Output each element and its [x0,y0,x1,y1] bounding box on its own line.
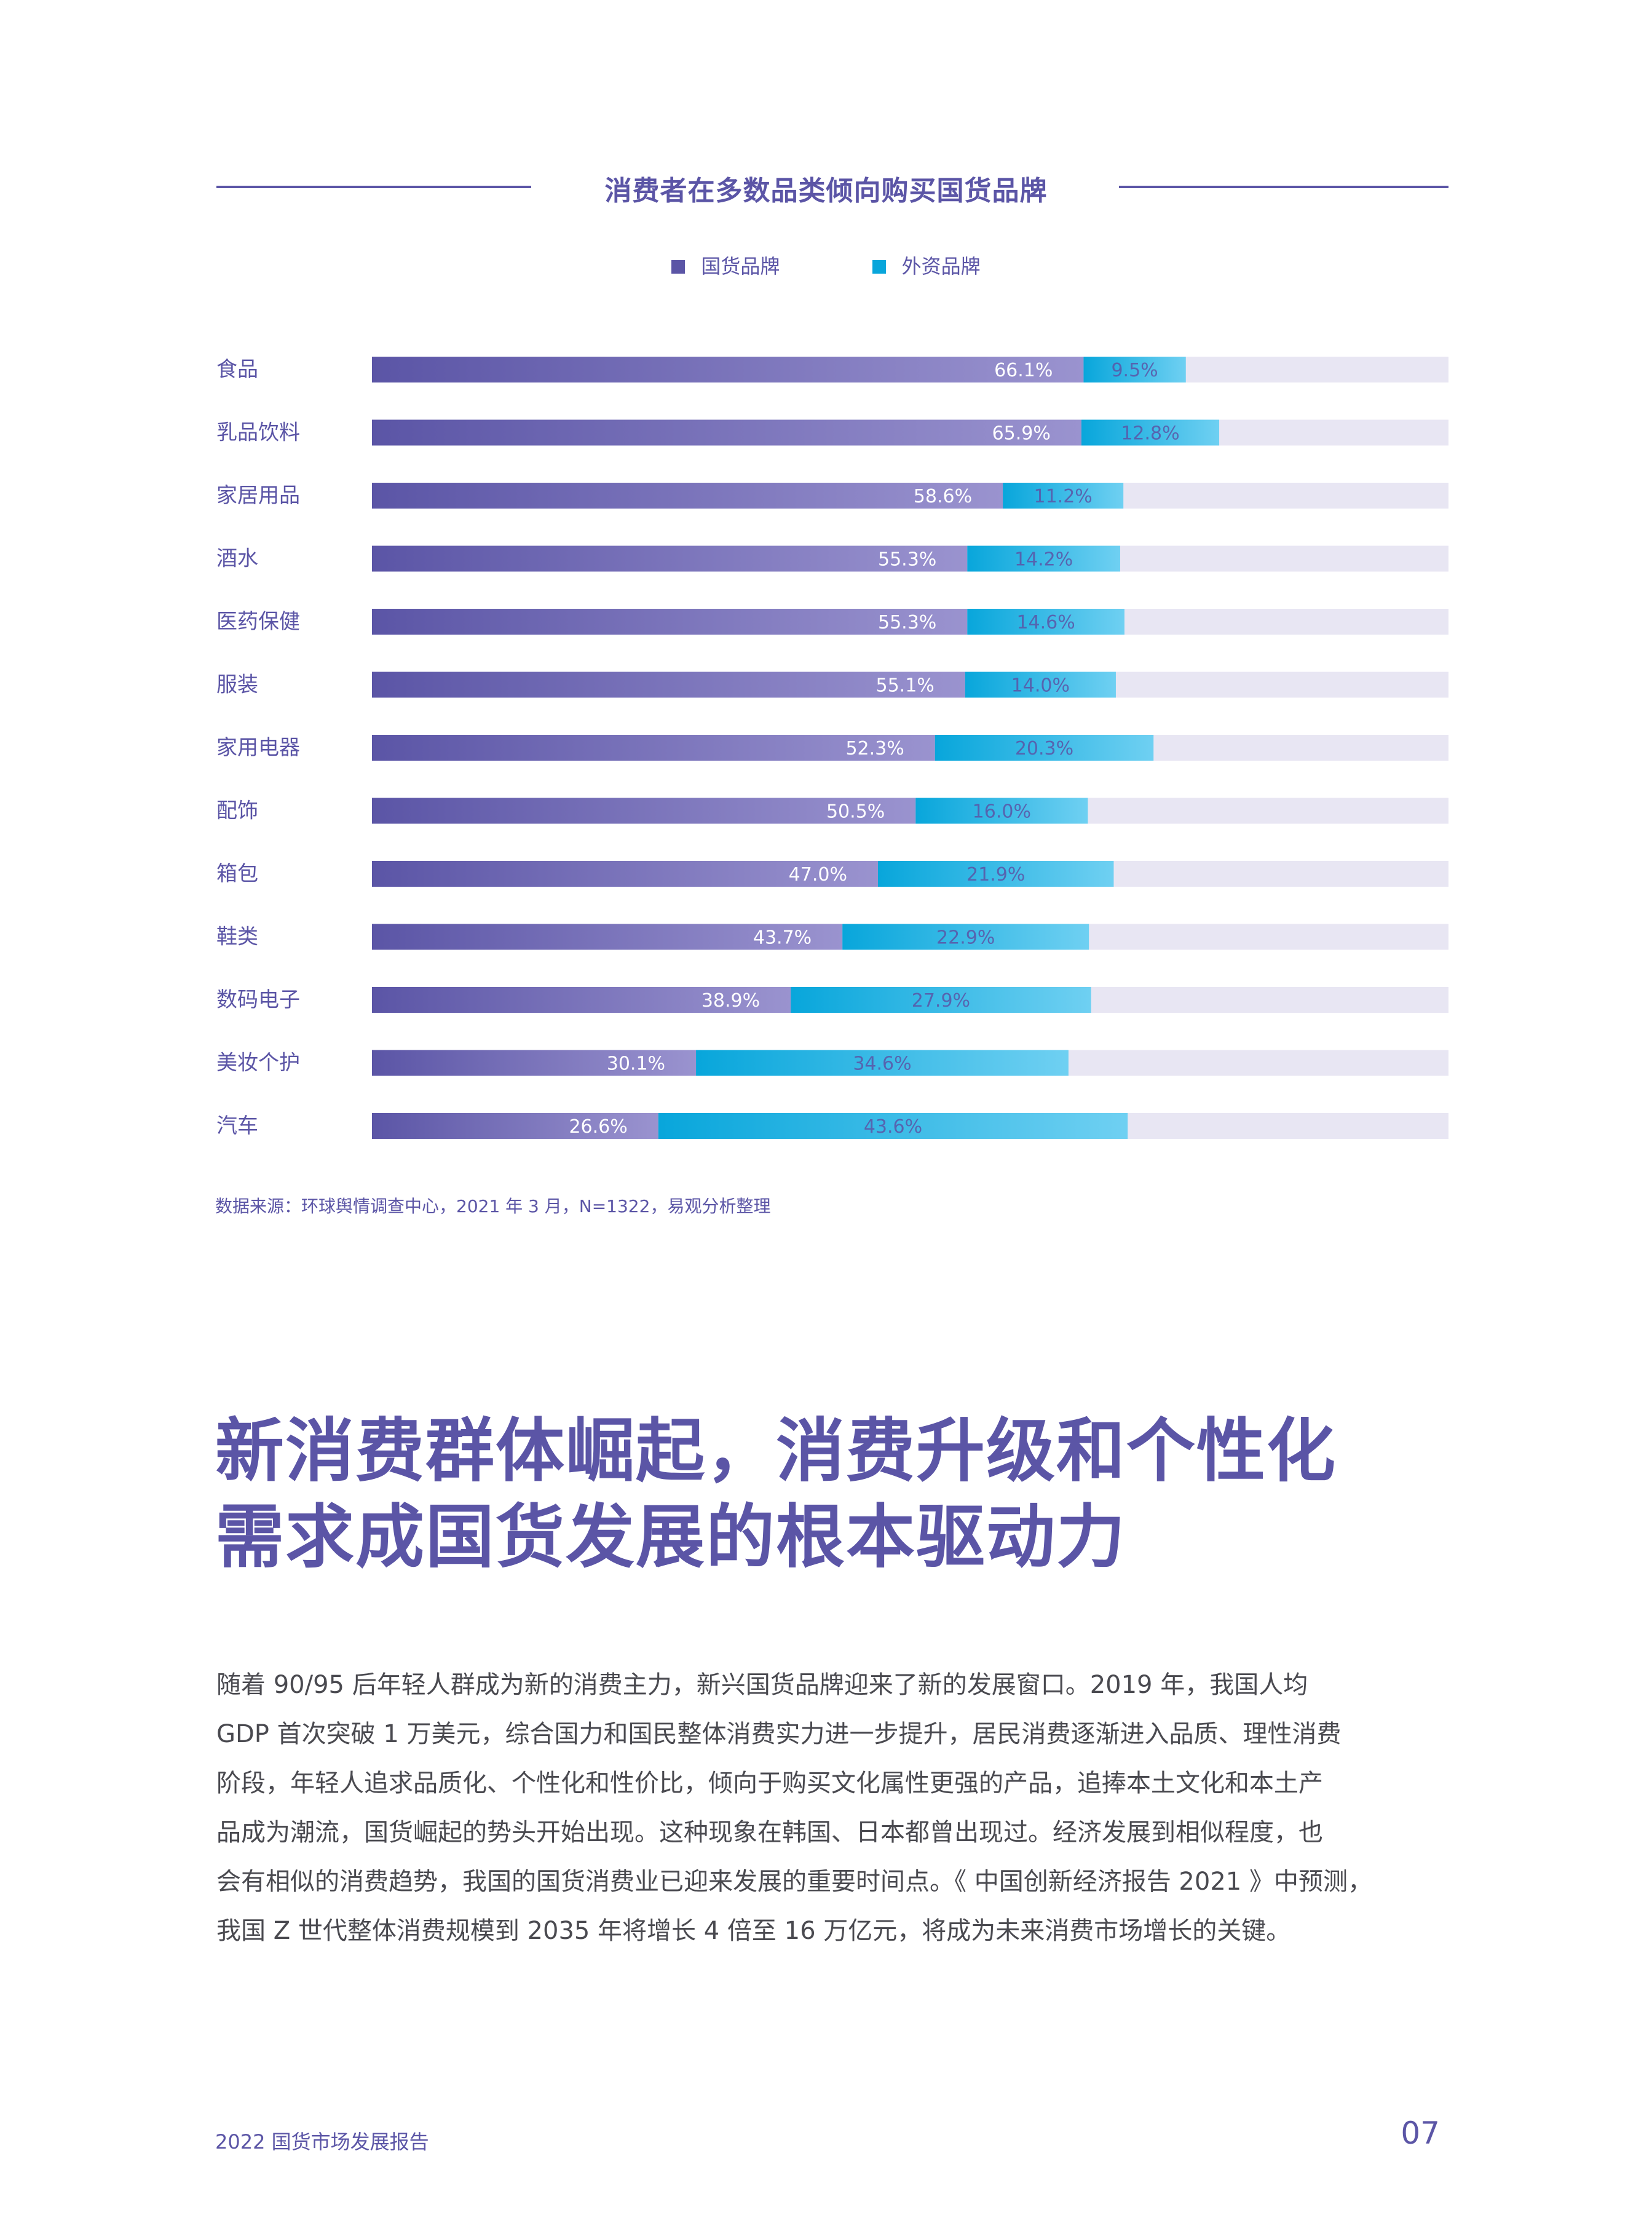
value-label-foreign: 9.5% [1111,360,1158,381]
value-label-foreign: 11.2% [1033,486,1092,507]
category-label: 医药保健 [216,609,300,634]
bar-domestic [372,419,1081,446]
data-source-note: 数据来源：环球舆情调查中心，2021 年 3 月，N=1322，易观分析整理 [215,1196,771,1216]
bar-domestic [372,357,1084,382]
legend-swatch-foreign [872,260,886,274]
stacked-bar-chart: 食品 66.1% 9.5% 乳品饮料 65.9% 12.8% 家居用品 58.6% 11.2% 酒… [216,357,1448,1139]
bar-domestic [372,861,878,887]
value-label-foreign: 27.9% [912,990,970,1012]
value-label-domestic: 26.6% [569,1116,627,1138]
section-heading: 新消费群体崛起，消费升级和个性化 需求成国货发展的根本驱动力 [215,1408,1337,1580]
body-line: 阶段，年轻人追求品质化、个性化和性价比，倾向于购买文化属性更强的产品，追捧本土文… [216,1769,1323,1797]
value-label-domestic: 55.3% [878,612,936,633]
bar-foreign [935,735,1154,761]
legend-swatch-domestic [671,260,686,274]
category-label: 鞋类 [216,925,258,949]
value-label-domestic: 30.1% [607,1053,665,1075]
bar-domestic [372,924,843,950]
category-label: 食品 [216,357,258,382]
bar-domestic [372,672,965,698]
category-label: 配饰 [216,799,258,823]
category-label: 乳品饮料 [216,421,300,445]
category-label: 数码电子 [216,988,300,1012]
value-label-foreign: 12.8% [1121,423,1179,445]
chart-legend: 国货品牌 外资品牌 [0,251,1652,279]
body-line: 随着 90/95 后年轻人群成为新的消费主力，新兴国货品牌迎来了新的发展窗口。2… [216,1671,1308,1699]
category-label: 美妆个护 [216,1051,300,1076]
legend-label-foreign: 外资品牌 [901,255,981,278]
value-label-foreign: 34.6% [853,1053,911,1075]
bar-domestic [372,609,968,635]
value-label-domestic: 50.5% [826,801,885,823]
page-number: 07 [1401,2115,1440,2151]
category-label: 酒水 [216,547,258,571]
chart-rows: 食品 66.1% 9.5% 乳品饮料 65.9% 12.8% 家居用品 58.6% 11.2% 酒… [216,357,1448,1139]
value-label-foreign: 14.0% [1011,675,1070,697]
bar-domestic [372,483,1003,509]
legend-item-domestic: 国货品牌 [671,251,780,279]
category-label: 箱包 [216,862,258,886]
bar-foreign [791,987,1091,1013]
value-label-foreign: 20.3% [1015,738,1073,759]
category-label: 家居用品 [216,483,300,508]
section-heading-line-2: 需求成国货发展的根本驱动力 [215,1497,1126,1577]
category-label: 服装 [216,673,258,697]
body-paragraph: 随着 90/95 后年轻人群成为新的消费主力，新兴国货品牌迎来了新的发展窗口。2… [216,1660,1440,1956]
value-label-domestic: 47.0% [789,864,847,886]
bar-foreign [967,609,1124,635]
legend-label-domestic: 国货品牌 [701,255,780,278]
body-line: 我国 Z 世代整体消费规模到 2035 年将增长 4 倍至 16 万亿元，将成为… [216,1917,1291,1945]
bar-foreign [658,1113,1128,1139]
category-label: 汽车 [216,1114,258,1138]
body-line: GDP 首次突破 1 万美元，综合国力和国民整体消费实力进一步提升，居民消费逐渐… [216,1720,1342,1748]
value-label-domestic: 66.1% [994,360,1053,381]
title-rule-left [216,186,531,188]
bar-domestic [372,545,968,572]
chart-title: 消费者在多数品类倾向购买国货品牌 [604,175,1048,207]
value-label-foreign: 14.6% [1016,612,1075,633]
value-label-domestic: 52.3% [845,738,904,759]
bar-foreign [1003,483,1124,509]
bar-domestic [372,1050,697,1076]
bar-domestic [372,987,791,1013]
legend-item-foreign: 外资品牌 [872,251,981,279]
value-label-foreign: 21.9% [966,864,1025,886]
value-label-domestic: 65.9% [992,423,1051,445]
value-label-domestic: 55.3% [878,549,936,571]
bar-domestic [372,798,916,824]
bar-foreign [965,672,1116,698]
value-label-domestic: 43.7% [753,927,812,949]
bar-foreign [1081,419,1220,446]
bar-domestic [372,735,935,761]
category-label: 家用电器 [216,735,300,760]
bar-foreign [877,861,1114,887]
bar-foreign [842,924,1089,950]
title-rule-right [1119,186,1448,188]
section-heading-line-1: 新消费群体崛起，消费升级和个性化 [215,1411,1337,1491]
body-line: 会有相似的消费趋势，我国的国货消费业已迎来发展的重要时间点。《 中国创新经济报告… [216,1868,1372,1896]
bar-foreign [696,1050,1069,1076]
value-label-domestic: 55.1% [875,675,934,697]
value-label-foreign: 16.0% [973,801,1031,823]
value-label-foreign: 43.6% [864,1116,922,1138]
value-label-foreign: 14.2% [1014,549,1073,571]
bar-foreign [967,545,1120,572]
value-label-foreign: 22.9% [936,927,995,949]
footer-report-title: 2022 国货市场发展报告 [215,2130,429,2154]
bar-foreign [915,798,1088,824]
value-label-domestic: 38.9% [702,990,760,1012]
bar-foreign [1083,357,1186,382]
body-line: 品成为潮流，国货崛起的势头开始出现。这种现象在韩国、日本都曾出现过。经济发展到相… [216,1818,1323,1847]
bar-domestic [372,1113,658,1139]
value-label-domestic: 58.6% [914,486,972,507]
